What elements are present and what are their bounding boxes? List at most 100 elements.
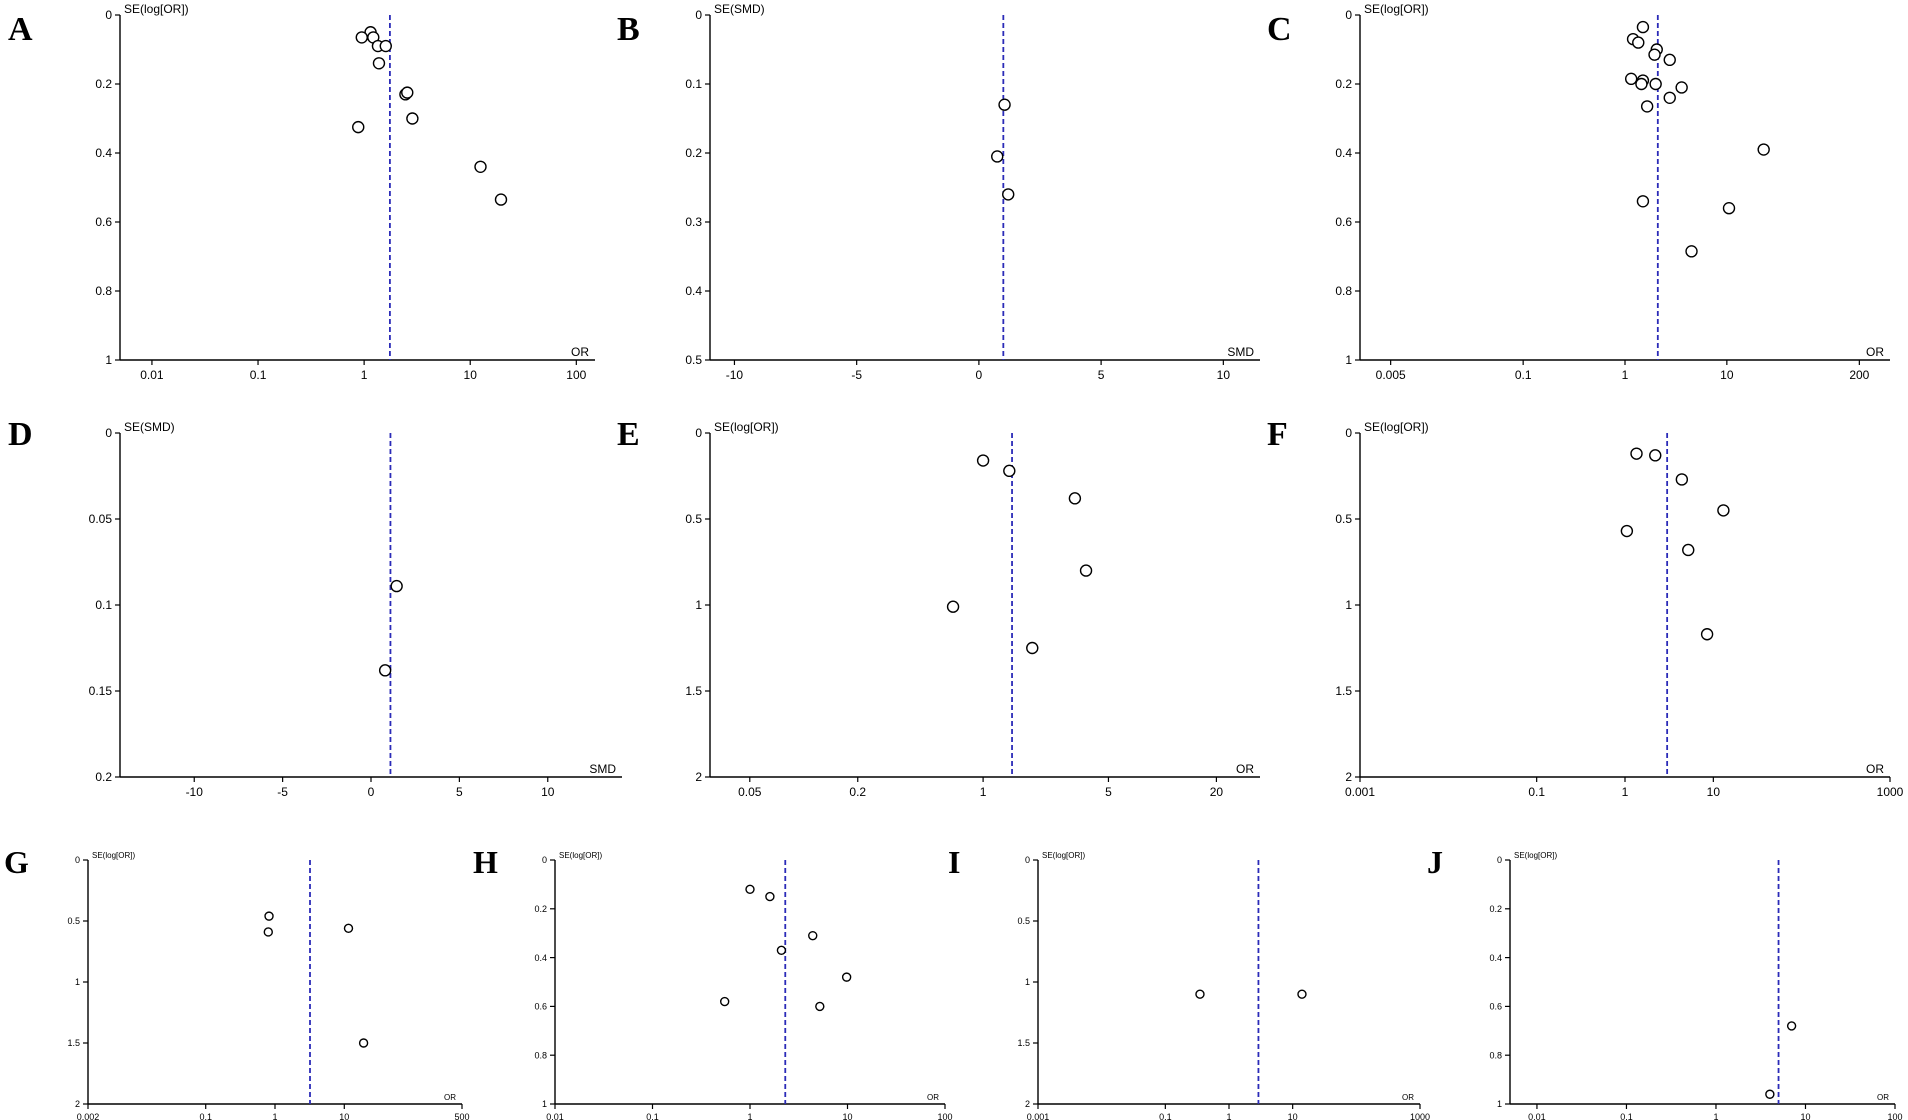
study-point bbox=[841, 972, 852, 982]
x-tick-label: 0.05 bbox=[738, 785, 762, 799]
panel-letter: D bbox=[8, 416, 33, 453]
y-tick-label: 0.3 bbox=[685, 215, 702, 229]
study-point bbox=[1636, 20, 1650, 34]
y-tick-label: 0 bbox=[1497, 855, 1502, 865]
study-point bbox=[808, 930, 818, 941]
panel-d: D 0 0.05 0.1 0.15 0.2 -10 -5 0 5 10 SE(SMD) SMD bbox=[8, 416, 622, 799]
y-tick-label: 0.8 bbox=[95, 284, 112, 298]
study-point bbox=[1079, 564, 1093, 577]
study-point bbox=[1636, 195, 1650, 208]
y-tick-label: 2 bbox=[1345, 770, 1352, 784]
study-point bbox=[1026, 641, 1039, 655]
study-point bbox=[745, 884, 755, 894]
x-tick-label: -5 bbox=[851, 368, 862, 382]
y-tick-label: 1 bbox=[695, 598, 702, 612]
x-tick-label: -5 bbox=[277, 785, 288, 799]
study-point bbox=[976, 454, 990, 467]
study-point bbox=[263, 927, 273, 937]
x-tick-label: 0.1 bbox=[250, 368, 267, 382]
y-tick-label: 2 bbox=[695, 770, 702, 784]
study-point bbox=[1640, 100, 1654, 113]
panel-h: H 0 0.2 0.4 0.6 0.8 1 0.01 0.1 1 10 100 SE(log[OR]) O… bbox=[473, 844, 953, 1120]
y-tick-label: 0.6 bbox=[534, 1002, 547, 1012]
x-tick-label: 10 bbox=[1217, 368, 1231, 382]
x-tick-label: 0 bbox=[976, 368, 983, 382]
panel-c: C 0 0.2 0.4 0.6 0.8 1 0.005 0.1 1 10 200 SE(log[OR])… bbox=[1267, 2, 1890, 382]
x-axis-label: OR bbox=[1866, 345, 1884, 359]
panel-letter: A bbox=[8, 11, 33, 48]
y-tick-label: 0 bbox=[1025, 855, 1030, 865]
y-tick-label: 1 bbox=[1345, 598, 1352, 612]
x-axis-label: SMD bbox=[1227, 345, 1254, 359]
x-axis-label: OR bbox=[927, 1093, 939, 1102]
y-tick-label: 0 bbox=[1345, 8, 1352, 22]
x-tick-label: 0.1 bbox=[1159, 1112, 1172, 1120]
study-point bbox=[1648, 48, 1661, 61]
study-point bbox=[1635, 77, 1648, 91]
panel-b: B 0 0.1 0.2 0.3 0.4 0.5 -10 -5 0 5 10 SE(SMD) SMD bbox=[617, 2, 1260, 382]
y-tick-label: 1 bbox=[1345, 353, 1352, 367]
y-tick-label: 0.2 bbox=[1335, 77, 1352, 91]
x-tick-label: 1 bbox=[361, 368, 368, 382]
x-axis-label: OR bbox=[1866, 762, 1884, 776]
y-tick-label: 1 bbox=[1497, 1099, 1502, 1109]
study-point bbox=[1620, 524, 1634, 538]
y-tick-label: 1 bbox=[542, 1099, 547, 1109]
study-point bbox=[776, 945, 787, 955]
x-tick-label: -10 bbox=[726, 368, 744, 382]
y-tick-label: 0.5 bbox=[685, 512, 702, 526]
y-tick-label: 0.5 bbox=[1335, 512, 1352, 526]
x-tick-label: 0.1 bbox=[1620, 1112, 1633, 1120]
x-axis-label: OR bbox=[444, 1093, 456, 1102]
study-point bbox=[1675, 473, 1689, 486]
y-axis-label: SE(log[OR]) bbox=[124, 2, 189, 16]
x-tick-label: 1000 bbox=[1877, 785, 1904, 799]
study-point bbox=[1700, 628, 1714, 641]
y-tick-label: 0.2 bbox=[95, 770, 112, 784]
y-tick-label: 1.5 bbox=[1017, 1038, 1030, 1048]
panel-e: E 0 0.5 1 1.5 2 0.05 0.2 1 5 20 SE(log[OR]) OR bbox=[617, 416, 1260, 799]
y-tick-label: 1 bbox=[75, 977, 80, 987]
x-tick-label: 0.2 bbox=[849, 785, 866, 799]
study-point bbox=[264, 911, 274, 921]
y-tick-label: 2 bbox=[1025, 1099, 1030, 1109]
y-tick-label: 1.5 bbox=[685, 684, 702, 698]
y-tick-label: 0 bbox=[695, 8, 702, 22]
x-tick-label: 1 bbox=[272, 1112, 277, 1120]
y-tick-label: 0.5 bbox=[67, 916, 80, 926]
study-point bbox=[765, 891, 775, 902]
x-axis-label: OR bbox=[571, 345, 589, 359]
x-tick-label: 10 bbox=[842, 1112, 852, 1120]
y-tick-label: 1 bbox=[105, 353, 112, 367]
y-tick-label: 1.5 bbox=[67, 1038, 80, 1048]
x-tick-label: 10 bbox=[1720, 368, 1734, 382]
x-axis-label: OR bbox=[1877, 1093, 1889, 1102]
x-tick-label: -10 bbox=[186, 785, 204, 799]
x-tick-label: 0.001 bbox=[1345, 785, 1375, 799]
y-tick-label: 1 bbox=[1025, 977, 1030, 987]
x-tick-label: 1 bbox=[1226, 1112, 1231, 1120]
study-point bbox=[401, 86, 414, 99]
panel-g: G 0 0.5 1 1.5 2 0.002 0.1 1 10 500 SE(log[OR]) OR bbox=[4, 844, 470, 1120]
x-tick-label: 100 bbox=[937, 1112, 952, 1120]
y-tick-label: 0.4 bbox=[1489, 953, 1502, 963]
study-point bbox=[343, 923, 354, 934]
panel-a: A 0 0.2 0.4 0.6 0.8 1 0.01 0.1 1 10 100 SE(log[OR]) O… bbox=[8, 2, 595, 382]
study-point bbox=[355, 31, 368, 44]
study-point bbox=[1765, 1089, 1775, 1099]
study-point bbox=[1002, 188, 1015, 201]
study-point bbox=[1786, 1021, 1797, 1031]
x-tick-label: 5 bbox=[1098, 368, 1105, 382]
study-point bbox=[378, 664, 392, 677]
panel-letter: I bbox=[948, 844, 960, 880]
y-tick-label: 0 bbox=[105, 426, 112, 440]
x-tick-label: 0.01 bbox=[1528, 1112, 1546, 1120]
study-point bbox=[1685, 245, 1698, 258]
y-axis-label: SE(log[OR]) bbox=[1042, 851, 1085, 860]
x-tick-label: 10 bbox=[1707, 785, 1721, 799]
x-tick-label: 0.01 bbox=[140, 368, 164, 382]
study-point bbox=[998, 98, 1011, 111]
x-tick-label: 10 bbox=[541, 785, 555, 799]
y-tick-label: 0.2 bbox=[534, 904, 547, 914]
